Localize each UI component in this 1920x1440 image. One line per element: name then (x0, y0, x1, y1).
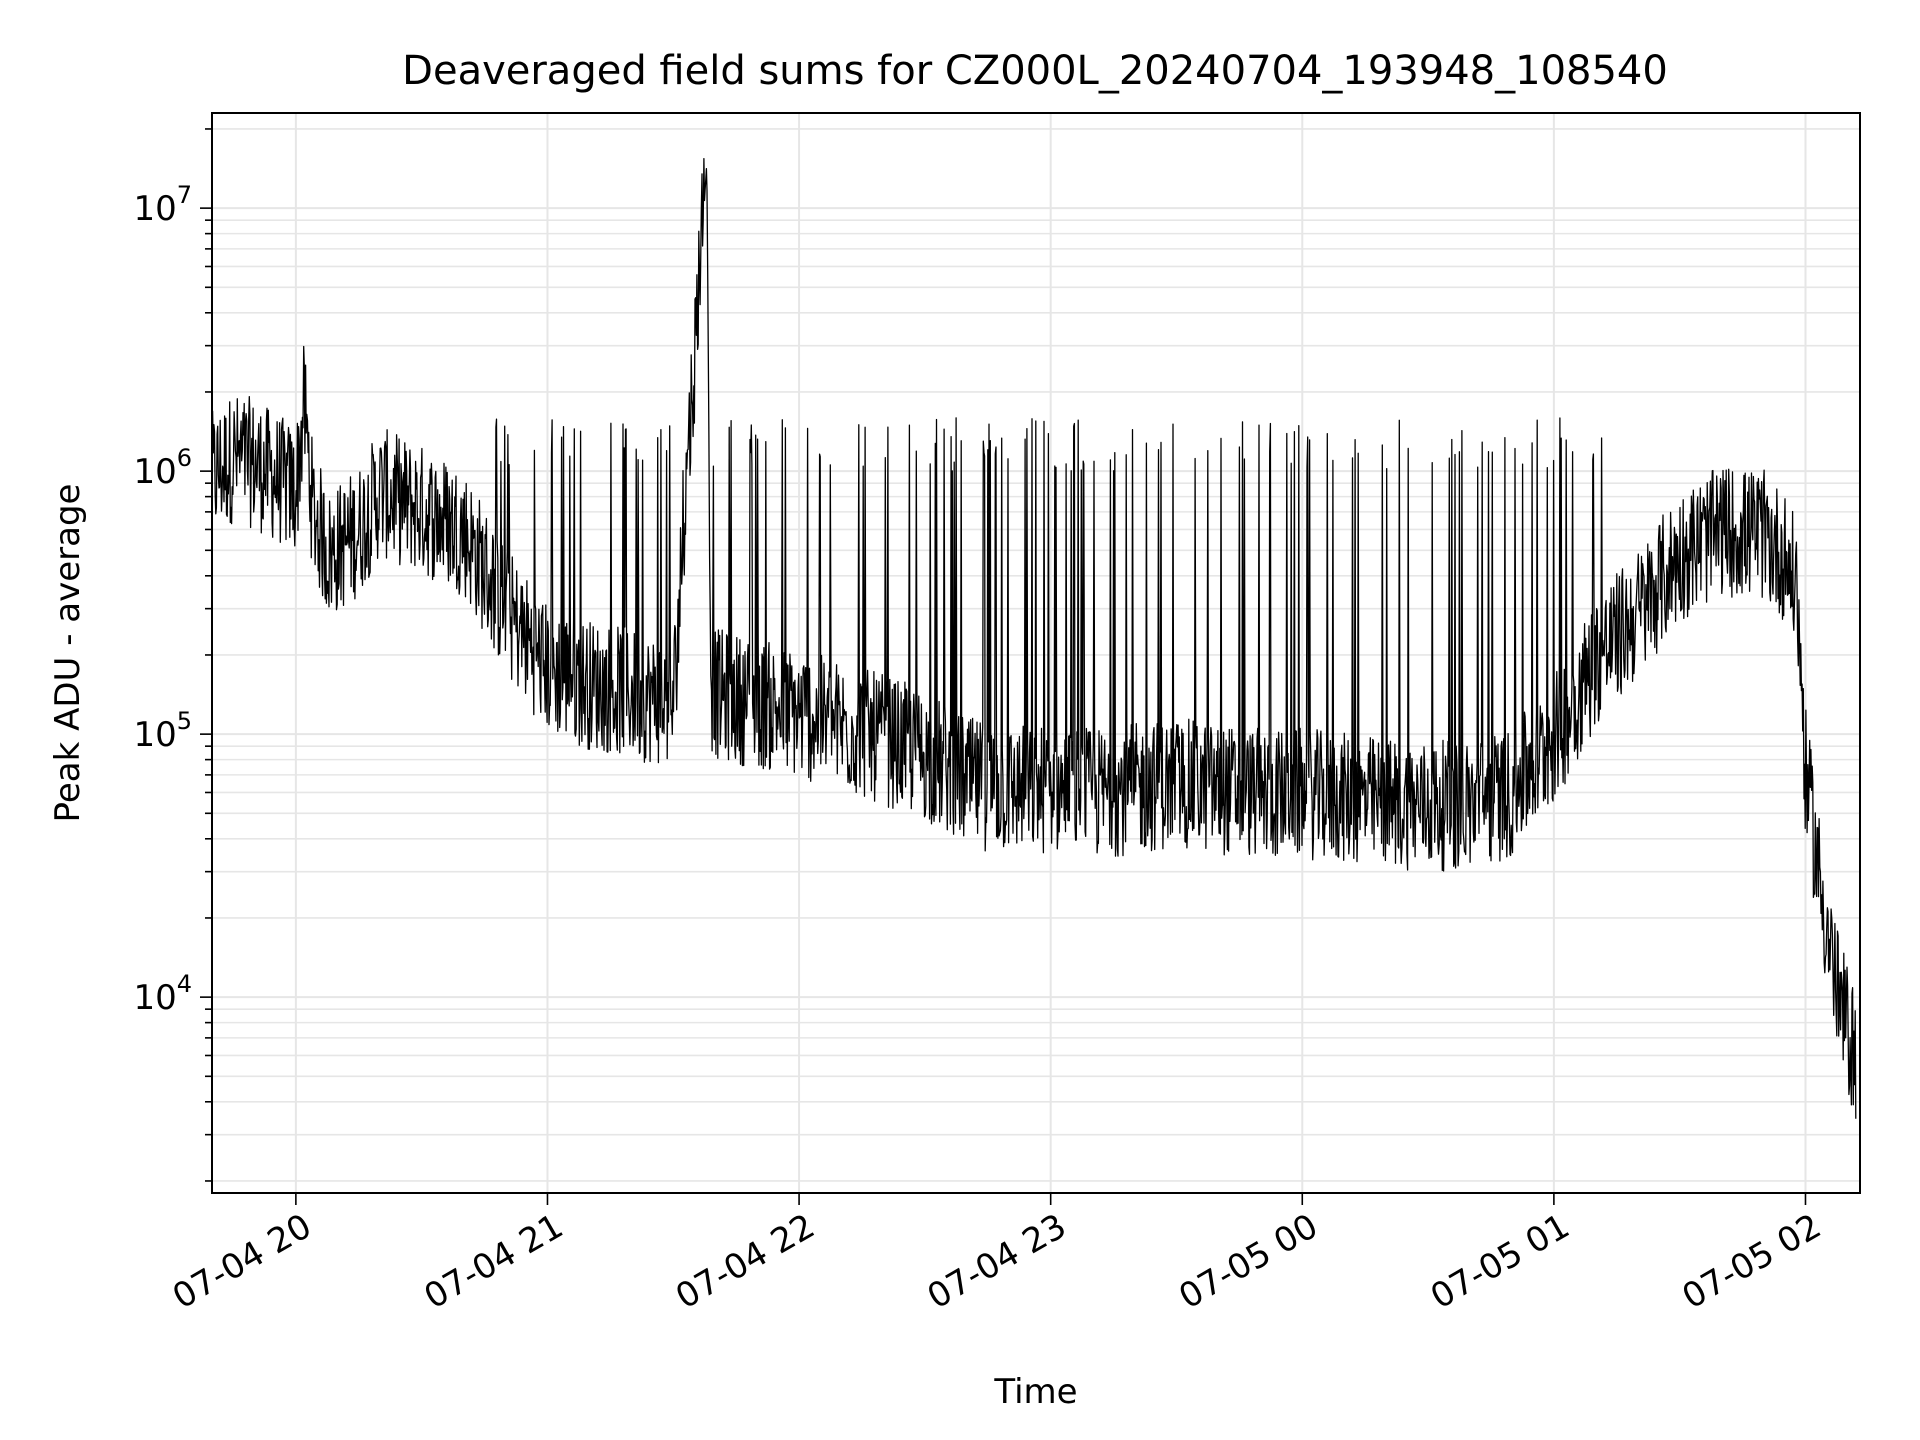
y-tick-base: 10 (133, 978, 176, 1018)
y-tick-base: 10 (133, 452, 176, 492)
x-tick-label: 07-04 22 (669, 1206, 821, 1317)
x-tick-label: 07-05 00 (1172, 1206, 1324, 1317)
x-tick-label: 07-04 21 (418, 1206, 570, 1317)
y-tick-exponent: 7 (177, 181, 192, 209)
x-axis-label: Time (993, 1372, 1077, 1412)
y-tick-exponent: 5 (177, 707, 192, 735)
y-tick-base: 10 (133, 189, 176, 229)
y-tick-exponent: 6 (177, 444, 192, 472)
x-tick-label: 07-05 01 (1424, 1206, 1576, 1317)
y-tick-label: 105 (133, 707, 192, 755)
series-line (211, 157, 1857, 1119)
y-axis-label: Peak ADU - average (48, 484, 88, 823)
x-tick-label: 07-04 20 (166, 1206, 318, 1317)
y-tick-exponent: 4 (177, 970, 192, 998)
chart-title: Deaveraged field sums for CZ000L_2024070… (402, 48, 1668, 94)
plot-frame (211, 112, 1861, 1194)
y-tick-label: 106 (133, 444, 192, 492)
x-tick-label: 07-04 23 (921, 1206, 1073, 1317)
y-tick-label: 107 (133, 181, 192, 229)
x-axis: 07-04 20 07-04 21 07-04 22 07-04 23 07-05 00… (166, 1193, 1828, 1317)
y-tick-label: 104 (133, 970, 192, 1018)
x-tick-label: 07-05 02 (1676, 1206, 1828, 1317)
plot-line (211, 157, 1857, 1119)
y-tick-base: 10 (133, 715, 176, 755)
